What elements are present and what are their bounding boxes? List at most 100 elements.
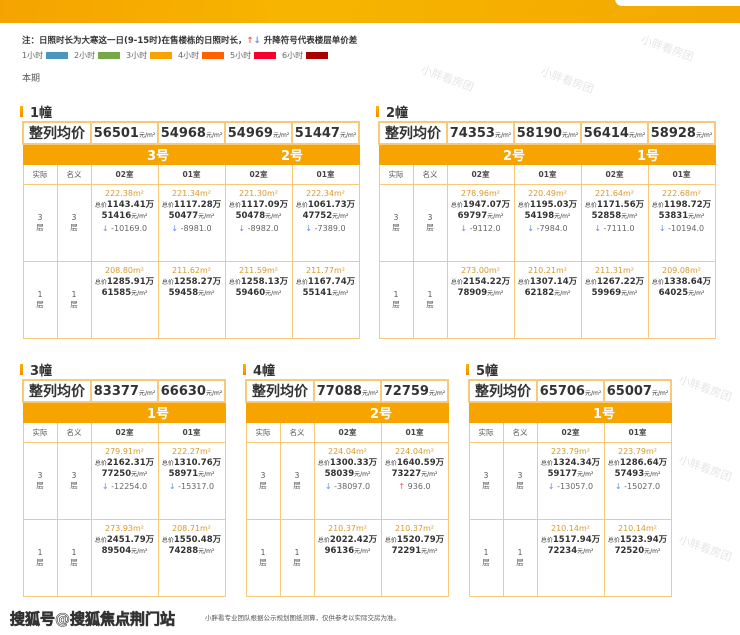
legend-label: 4小时: [178, 51, 200, 60]
unit-cell[interactable]: 208.80m² 总价1285.91万 61585元/m²: [90, 261, 159, 339]
unit-cell[interactable]: 210.14m² 总价1523.94万 72520元/m²: [603, 519, 672, 597]
unit-price: 96136元/m²: [315, 546, 381, 558]
unit-cell[interactable]: 279.91m² 总价2162.31万 77250元/m² ↓ -12254.0: [90, 442, 159, 520]
unit-label: 元/m²: [138, 131, 156, 139]
average-label: 整列均价: [468, 379, 538, 403]
wan-label: 万: [346, 276, 356, 287]
unit-area: 223.79m²: [551, 447, 590, 456]
unit-area: 210.21m²: [528, 266, 567, 275]
unit-cell[interactable]: 221.30m² 总价1117.09万 50478元/m² ↓ -8982.0: [224, 184, 293, 262]
title-accent: [20, 363, 23, 375]
unit-price: 62182元/m²: [515, 288, 581, 300]
total-prefix: 总价: [317, 536, 330, 544]
arrow-down-icon: ↓: [658, 223, 669, 233]
unit-price-value: 61585: [101, 288, 132, 298]
unit-cell[interactable]: 224.04m² 总价1640.59万 73227元/m² ↑ 936.0: [380, 442, 449, 520]
unit-cell[interactable]: 221.64m² 总价1171.56万 52858元/m² ↓ -7111.0: [580, 184, 649, 262]
diff-value: -15317.0: [178, 481, 215, 491]
unit-cell[interactable]: 210.21m² 总价1307.14万 62182元/m²: [513, 261, 582, 339]
footer-note: 小胖看专业团队根据公示规划图纸测算，仅供参考以实际交房为准。: [205, 614, 400, 622]
unit-price-value: 72234: [547, 546, 578, 556]
total-prefix: 总价: [295, 201, 308, 209]
unit-cell[interactable]: 222.38m² 总价1143.41万 51416元/m² ↓ -10169.0: [90, 184, 159, 262]
diff-value: -10194.0: [668, 223, 705, 233]
total-price: 总价1267.22万: [582, 277, 648, 289]
unit-cell[interactable]: 278.96m² 总价1947.07万 69797元/m² ↓ -9112.0: [446, 184, 515, 262]
unit-cell[interactable]: 209.08m² 总价1338.64万 64025元/m²: [647, 261, 716, 339]
unit-label: 元/m²: [487, 290, 504, 297]
unit-area: 210.14m²: [618, 524, 657, 533]
total-prefix: 总价: [94, 201, 107, 209]
floor-label: 层: [36, 223, 44, 232]
unit-cell[interactable]: 221.34m² 总价1117.28万 50477元/m² ↓ -8981.0: [157, 184, 226, 262]
unit-cell[interactable]: 224.04m² 总价1300.33万 58039元/m² ↓ -38097.0: [313, 442, 382, 520]
period-label: 本期: [22, 74, 41, 84]
average-price-row: 整列均价 65706元/m² 65007元/m²: [468, 379, 672, 403]
average-value: 77088: [316, 383, 362, 399]
unit-cell[interactable]: 223.79m² 总价1286.64万 57493元/m² ↓ -15027.0: [603, 442, 672, 520]
arrow-down-icon: ↓: [253, 36, 261, 46]
unit-label: 元/m²: [198, 290, 215, 297]
total-price: 总价1167.74万: [293, 277, 359, 289]
unit-price-value: 72291: [391, 546, 422, 556]
unit-price-value: 74288: [168, 546, 199, 556]
unit-cell[interactable]: 273.93m² 总价2451.79万 89504元/m²: [90, 519, 159, 597]
unit-cell[interactable]: 211.31m² 总价1267.22万 59969元/m²: [580, 261, 649, 339]
unit-area: 273.00m²: [461, 266, 500, 275]
unit-label: 元/m²: [695, 131, 713, 139]
floor-label: 层: [293, 558, 301, 567]
unit-label: 元/m²: [577, 471, 594, 478]
floor-number: 1: [71, 290, 77, 299]
unit-label: 元/m²: [198, 471, 215, 478]
unit-cell[interactable]: 208.71m² 总价1550.48万 74288元/m²: [157, 519, 226, 597]
unit-cell[interactable]: 222.27m² 总价1310.76万 58971元/m² ↓ -15317.0: [157, 442, 226, 520]
wan-label: 万: [702, 276, 712, 287]
unit-price-value: 64025: [658, 288, 689, 298]
unit-label: 元/m²: [205, 389, 223, 397]
unit-cell[interactable]: 210.37m² 总价2022.42万 96136元/m²: [313, 519, 382, 597]
unit-cell[interactable]: 210.37m² 总价1520.79万 72291元/m²: [380, 519, 449, 597]
unit-cell[interactable]: 273.00m² 总价2154.22万 78909元/m²: [446, 261, 515, 339]
unit-price: 72234元/m²: [538, 546, 604, 558]
top-button[interactable]: [615, 0, 740, 6]
total-value: 1143.41: [106, 199, 146, 210]
unit-label: 元/m²: [561, 131, 579, 139]
total-prefix: 总价: [161, 278, 174, 286]
total-value: 1117.09: [240, 199, 280, 210]
column-header-row: 实际 名义 02室 01室 02室 01室: [22, 164, 360, 185]
total-value: 1117.28: [173, 199, 213, 210]
unit-price: 57493元/m²: [605, 469, 671, 481]
total-value: 1947.07: [462, 199, 502, 210]
average-price: 65007元/m²: [603, 379, 672, 403]
unit-cell[interactable]: 211.59m² 总价1258.13万 59460元/m²: [224, 261, 293, 339]
unit-cell[interactable]: 220.49m² 总价1195.03万 54198元/m² ↓ -7984.0: [513, 184, 582, 262]
average-value: 51447: [294, 125, 340, 141]
unit-cell[interactable]: 211.62m² 总价1258.27万 59458元/m²: [157, 261, 226, 339]
average-price: 66630元/m²: [157, 379, 226, 403]
diff-value: -15027.0: [624, 481, 661, 491]
floor-row: 1 层 1 层 210.37m² 总价2022.42万 96136元/m² 210.37m² 总…: [245, 519, 449, 597]
band-spacer: [245, 401, 315, 423]
unit-band: 1号: [468, 401, 672, 423]
price-diff: ↓ -15027.0: [605, 481, 671, 493]
unit-cell[interactable]: 222.34m² 总价1061.73万 47752元/m² ↓ -7389.0: [291, 184, 360, 262]
unit-cell[interactable]: 210.14m² 总价1517.94万 72234元/m²: [536, 519, 605, 597]
price-diff: ↓ -9112.0: [448, 223, 514, 235]
unit-cell[interactable]: 211.77m² 总价1167.74万 55141元/m²: [291, 261, 360, 339]
unit-cell[interactable]: 222.68m² 总价1198.72万 53831元/m² ↓ -10194.0: [647, 184, 716, 262]
wan-label: 万: [212, 199, 222, 210]
header-room: 02室: [90, 164, 159, 185]
unit-label: 2号: [446, 143, 582, 165]
wan-label: 万: [568, 199, 578, 210]
unit-label: 元/m²: [688, 213, 705, 220]
total-prefix: 总价: [94, 278, 107, 286]
unit-cell[interactable]: 223.79m² 总价1324.34万 59177元/m² ↓ -13057.0: [536, 442, 605, 520]
unit-label: 1号: [90, 401, 226, 423]
unit-label: 元/m²: [272, 131, 290, 139]
average-value: 74353: [449, 125, 495, 141]
average-price: 54969元/m²: [224, 121, 293, 145]
wan-label: 万: [568, 276, 578, 287]
total-price: 总价1640.59万: [382, 458, 448, 470]
